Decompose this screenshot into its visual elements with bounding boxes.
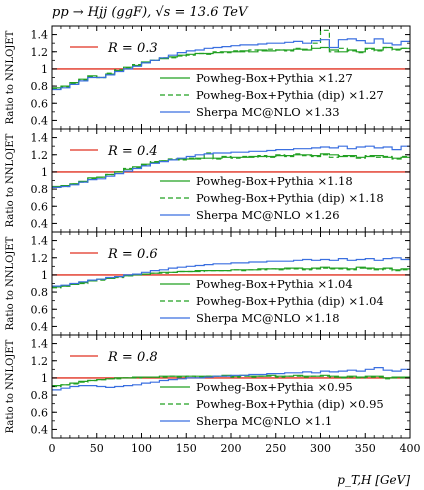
series-line-3	[52, 145, 410, 188]
y-tick-label: 0.4	[31, 217, 49, 230]
legend-entry: Sherpa MC@NLO ×1.18	[196, 311, 340, 325]
y-axis-label: Ratio to NNLOJET	[5, 236, 16, 330]
y-tick-label: 0.8	[31, 286, 49, 299]
y-axis-label: Ratio to NNLOJET	[5, 133, 16, 227]
panel-label: R = 0.3	[107, 41, 158, 56]
panel-2: 0.4 0.6 0.8 1 1.2 1.4 Ratio to NNLOJET R = 0.4 P…	[5, 128, 411, 233]
y-tick-label: 0.8	[31, 389, 49, 402]
y-tick-label: 0.6	[31, 406, 49, 419]
x-tick-label: 50	[90, 442, 104, 455]
y-tick-label: 1	[41, 269, 48, 282]
y-tick-label: 1	[41, 63, 48, 76]
legend-entry: Powheg-Box+Pythia (dip) ×1.18	[196, 191, 384, 205]
y-axis-label: Ratio to NNLOJET	[5, 30, 16, 124]
y-tick-label: 0.6	[31, 200, 49, 213]
legend-entry: Powheg-Box+Pythia ×1.04	[196, 277, 353, 291]
legend-entry: Powheg-Box+Pythia ×1.27	[196, 71, 353, 85]
series-line-3	[52, 38, 410, 91]
legend-entry: Powheg-Box+Pythia ×1.18	[196, 174, 353, 188]
y-tick-label: 0.6	[31, 303, 49, 316]
y-tick-label: 0.8	[31, 183, 49, 196]
legend-entry: Powheg-Box+Pythia ×0.95	[196, 380, 353, 394]
y-axis-label: Ratio to NNLOJET	[5, 339, 16, 433]
y-tick-label: 1.2	[31, 46, 49, 59]
x-tick-label: 150	[176, 442, 197, 455]
series-line-3	[52, 257, 410, 287]
y-tick-label: 1	[41, 166, 48, 179]
x-tick-label: 250	[265, 442, 286, 455]
panel-4: 0.4 0.6 0.8 1 1.2 1.4 Ratio to NNLOJET R = 0.8 P…	[5, 334, 411, 439]
series-line-2	[52, 267, 410, 289]
chart-title: pp → Hjj (ggF), √s = 13.6 TeV	[52, 5, 249, 20]
series-line-2	[52, 375, 410, 388]
panel-1: 0.4 0.6 0.8 1 1.2 1.4 Ratio to NNLOJET R = 0.3 P…	[5, 25, 411, 130]
x-axis-label: p_T,H [GeV]	[337, 473, 410, 487]
y-tick-label: 1.4	[31, 29, 49, 42]
panel-label: R = 0.6	[107, 247, 158, 262]
x-tick-label: 300	[310, 442, 331, 455]
y-tick-label: 0.4	[31, 423, 49, 436]
y-tick-label: 1.2	[31, 149, 49, 162]
legend-entry: Sherpa MC@NLO ×1.26	[196, 208, 340, 222]
x-tick-label: 200	[221, 442, 242, 455]
x-tick-label: 400	[400, 442, 421, 455]
y-tick-label: 1.2	[31, 252, 49, 265]
legend-entry: Powheg-Box+Pythia (dip) ×0.95	[196, 397, 384, 411]
legend-entry: Sherpa MC@NLO ×1.1	[196, 414, 332, 428]
x-tick-label: 100	[131, 442, 152, 455]
y-tick-label: 0.4	[31, 320, 49, 333]
y-tick-label: 1.2	[31, 355, 49, 368]
series-line-3	[52, 367, 410, 391]
panel-label: R = 0.4	[107, 144, 158, 159]
legend-entry: Powheg-Box+Pythia (dip) ×1.27	[196, 88, 384, 102]
y-tick-label: 1.4	[31, 132, 49, 145]
y-tick-label: 0.4	[31, 114, 49, 127]
x-tick-label: 0	[49, 442, 56, 455]
y-tick-label: 1.4	[31, 235, 49, 248]
legend-entry: Powheg-Box+Pythia (dip) ×1.04	[196, 294, 384, 308]
x-tick-label: 350	[355, 442, 376, 455]
y-tick-label: 1.4	[31, 338, 49, 351]
y-tick-label: 0.6	[31, 97, 49, 110]
y-tick-label: 0.8	[31, 80, 49, 93]
panel-3: 0.4 0.6 0.8 1 1.2 1.4 Ratio to NNLOJET R = 0.6 P…	[5, 231, 411, 336]
panel-label: R = 0.8	[107, 350, 158, 365]
legend-entry: Sherpa MC@NLO ×1.33	[196, 105, 340, 119]
y-tick-label: 1	[41, 372, 48, 385]
